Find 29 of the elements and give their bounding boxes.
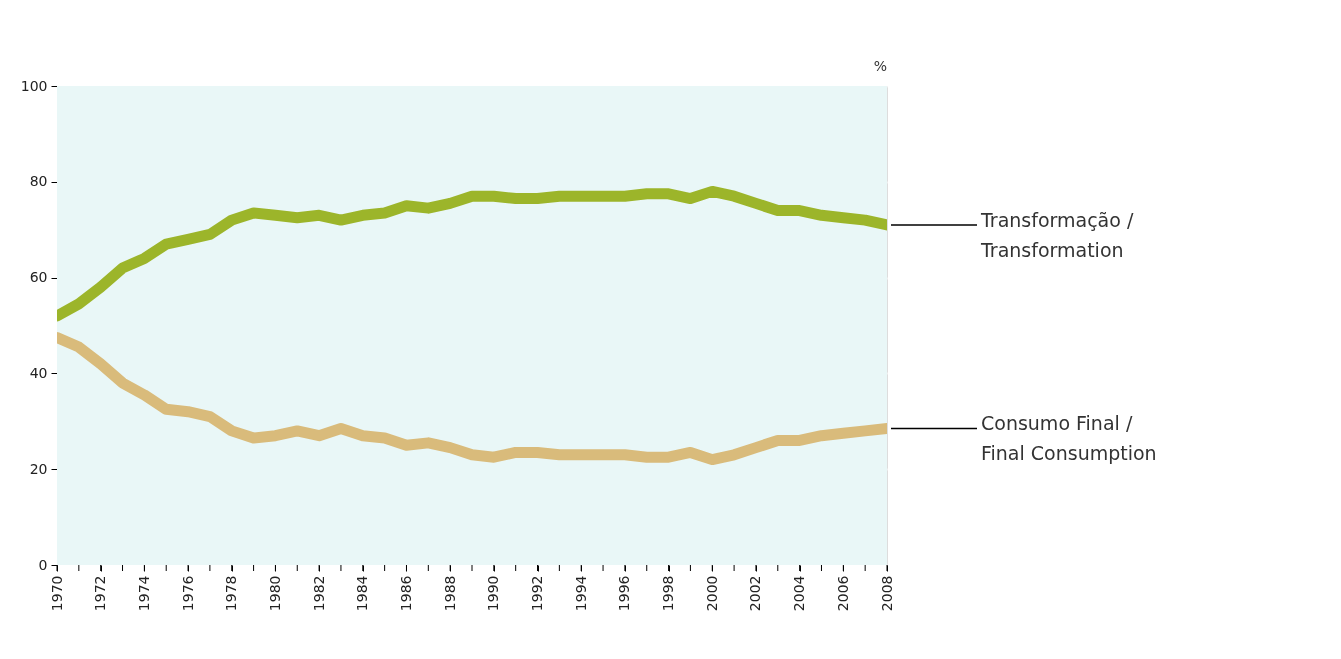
- x-tick-label: 1972: [92, 575, 109, 612]
- x-tick-label: 2006: [834, 575, 851, 612]
- x-tick-label: 1984: [354, 575, 371, 612]
- x-tick-label: 2004: [791, 575, 808, 612]
- x-tick-label: 1976: [179, 575, 196, 612]
- y-axis-title: %: [873, 58, 887, 74]
- x-tick-label: 1992: [529, 575, 546, 612]
- x-tick-label: 1982: [310, 575, 327, 612]
- x-tick-label: 1994: [572, 575, 589, 612]
- x-tick-label: 1998: [660, 575, 677, 612]
- y-tick-label: 0: [38, 556, 48, 573]
- x-tick-label: 1970: [48, 575, 65, 612]
- x-tick-label: 1974: [135, 575, 152, 612]
- x-tick-label: 1986: [397, 575, 414, 612]
- x-tick-label: 1990: [485, 575, 502, 612]
- y-tick-label: 80: [29, 173, 48, 190]
- text: Consumo Final / Final Consumption: [981, 412, 1157, 465]
- x-tick-label: 2008: [878, 575, 895, 612]
- y-tick-label: 40: [29, 364, 48, 381]
- y-tick-label: 60: [29, 269, 48, 286]
- x-tick-label: 1988: [441, 575, 458, 612]
- x-tick-label: 1996: [616, 575, 633, 612]
- x-tick-label: 2002: [747, 575, 764, 612]
- x-tick-label: 2000: [703, 575, 720, 612]
- x-tick-label: 1978: [223, 575, 240, 612]
- text: Transformação / Transformation: [980, 208, 1134, 261]
- y-tick-label: 100: [20, 77, 48, 94]
- y-tick-label: 20: [29, 460, 48, 477]
- x-tick-label: 1980: [266, 575, 283, 612]
